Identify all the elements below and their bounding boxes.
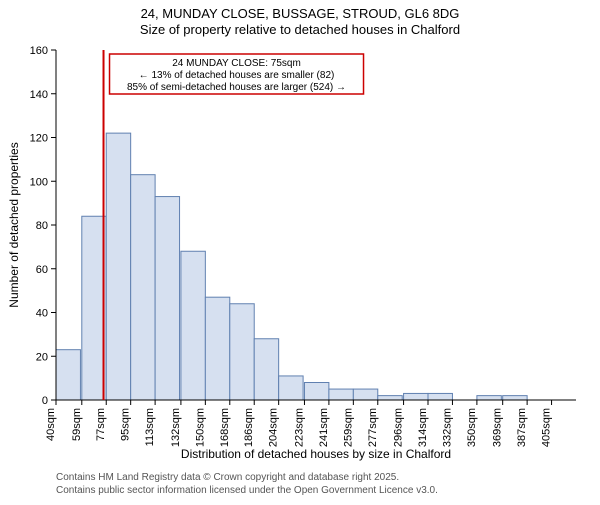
y-tick-label: 0 — [42, 395, 48, 407]
histogram-bar — [106, 133, 130, 400]
x-tick-label: 77sqm — [95, 408, 107, 441]
y-tick-label: 20 — [36, 351, 48, 363]
histogram-bar — [428, 393, 452, 400]
y-tick-label: 160 — [30, 45, 48, 57]
x-tick-label: 405sqm — [541, 408, 553, 447]
info-box-line: 24 MUNDAY CLOSE: 75sqm — [172, 58, 301, 69]
y-tick-label: 140 — [30, 89, 48, 101]
x-tick-label: 296sqm — [393, 408, 405, 447]
y-tick-label: 60 — [36, 264, 48, 276]
histogram-bar — [503, 396, 527, 400]
x-axis-title: Distribution of detached houses by size … — [181, 447, 451, 461]
y-tick-label: 40 — [36, 308, 48, 320]
histogram-bar — [279, 376, 303, 400]
chart-svg: 24, MUNDAY CLOSE, BUSSAGE, STROUD, GL6 8… — [0, 0, 600, 500]
x-tick-label: 95sqm — [120, 408, 132, 441]
histogram-bar — [131, 175, 155, 400]
x-tick-label: 277sqm — [367, 408, 379, 447]
histogram-bar — [378, 396, 402, 400]
chart-container: 24, MUNDAY CLOSE, BUSSAGE, STROUD, GL6 8… — [0, 0, 600, 500]
info-box-line: ← 13% of detached houses are smaller (82… — [139, 70, 335, 81]
footer-line-2: Contains public sector information licen… — [56, 485, 438, 496]
x-tick-label: 113sqm — [144, 408, 156, 446]
x-tick-label: 259sqm — [342, 408, 354, 447]
histogram-bar — [181, 251, 205, 400]
histogram-bar — [329, 389, 353, 400]
histogram-bar — [304, 383, 328, 401]
y-tick-label: 120 — [30, 133, 48, 145]
histogram-bar — [230, 304, 254, 400]
x-tick-label: 59sqm — [71, 408, 83, 441]
title-line-2: Size of property relative to detached ho… — [140, 22, 460, 37]
y-axis-title: Number of detached properties — [7, 142, 21, 307]
title-line-1: 24, MUNDAY CLOSE, BUSSAGE, STROUD, GL6 8… — [141, 6, 460, 21]
x-tick-label: 350sqm — [466, 408, 478, 447]
histogram-bar — [56, 350, 80, 400]
x-tick-label: 40sqm — [45, 408, 57, 441]
info-box-line: 85% of semi-detached houses are larger (… — [127, 82, 346, 93]
x-tick-label: 168sqm — [219, 408, 231, 447]
histogram-bar — [254, 339, 278, 400]
x-tick-label: 186sqm — [243, 408, 255, 447]
histogram-bar — [155, 197, 179, 400]
x-tick-label: 223sqm — [293, 408, 305, 447]
x-tick-label: 387sqm — [516, 408, 528, 447]
footer-line-1: Contains HM Land Registry data © Crown c… — [56, 472, 399, 483]
x-tick-label: 204sqm — [268, 408, 280, 447]
y-tick-label: 100 — [30, 176, 48, 188]
x-tick-label: 132sqm — [170, 408, 182, 447]
histogram-bar — [205, 297, 229, 400]
histogram-bar — [404, 393, 428, 400]
x-tick-label: 314sqm — [417, 408, 429, 447]
x-tick-label: 332sqm — [441, 408, 453, 447]
histogram-bar — [477, 396, 501, 400]
y-tick-label: 80 — [36, 220, 48, 232]
histogram-bar — [353, 389, 377, 400]
x-tick-label: 369sqm — [492, 408, 504, 447]
x-tick-label: 150sqm — [194, 408, 206, 447]
x-tick-label: 241sqm — [318, 408, 330, 447]
